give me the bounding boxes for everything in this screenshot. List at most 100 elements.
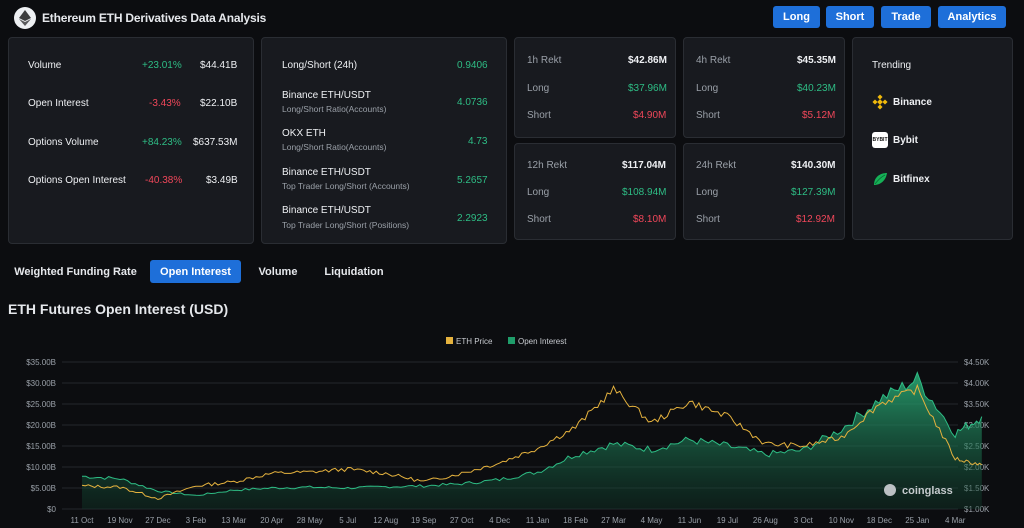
page-title: Ethereum ETH Derivatives Data Analysis bbox=[42, 11, 267, 25]
rekt-long-value: $108.94M bbox=[622, 187, 667, 198]
rekt-4h-panel: 4h Rekt $45.35M Long $40.23M Short $5.12… bbox=[683, 37, 845, 138]
ratio-subtitle: Top Trader Long/Short (Accounts) bbox=[282, 181, 410, 191]
legend-label: ETH Price bbox=[456, 337, 493, 346]
bitfinex-icon[interactable] bbox=[872, 171, 888, 187]
rekt-label: 12h Rekt bbox=[527, 160, 568, 171]
trade-button[interactable]: Trade bbox=[881, 6, 931, 28]
x-tick-label: 26 Aug bbox=[753, 516, 778, 525]
rekt-short-value: $12.92M bbox=[796, 214, 835, 225]
y-right-tick-label: $3.50K bbox=[964, 400, 990, 409]
open-interest-area bbox=[82, 372, 982, 509]
ratio-title: Binance ETH/USDT bbox=[282, 205, 371, 216]
rekt-short-label: Short bbox=[696, 214, 720, 225]
rekt-12h-panel: 12h Rekt $117.04M Long $108.94M Short $8… bbox=[514, 143, 676, 240]
ratio-subtitle: Long/Short Ratio(Accounts) bbox=[282, 142, 387, 152]
x-tick-label: 19 Jul bbox=[717, 516, 739, 525]
tab-open-interest[interactable]: Open Interest bbox=[150, 260, 241, 283]
rekt-total: $117.04M bbox=[622, 160, 666, 171]
ratio-value: 2.2923 bbox=[457, 213, 488, 224]
rekt-short-label: Short bbox=[696, 110, 720, 121]
rekt-short-label: Short bbox=[527, 214, 551, 225]
x-tick-label: 20 Apr bbox=[260, 516, 283, 525]
ratio-value: 4.0736 bbox=[457, 97, 488, 108]
rekt-short-label: Short bbox=[527, 110, 551, 121]
overview-change: +23.01% bbox=[142, 60, 182, 71]
rekt-long-value: $40.23M bbox=[797, 83, 836, 94]
section-title: ETH Futures Open Interest (USD) bbox=[8, 301, 229, 317]
coinglass-watermark: coinglass bbox=[902, 485, 953, 497]
x-tick-label: 4 Dec bbox=[489, 516, 510, 525]
rekt-long-label: Long bbox=[527, 187, 550, 198]
overview-value: $3.49B bbox=[206, 175, 238, 186]
trending-bybit-link[interactable]: Bybit bbox=[893, 135, 918, 146]
rekt-long-value: $127.39M bbox=[791, 187, 836, 198]
open-interest-line bbox=[82, 371, 983, 496]
y-left-tick-label: $25.00B bbox=[26, 400, 56, 409]
trending-binance-link[interactable]: Binance bbox=[893, 97, 932, 108]
ratio-subtitle: Long/Short Ratio(Accounts) bbox=[282, 104, 387, 114]
trending-panel: Trending Binance BYBIT Bybit Bitfinex bbox=[852, 37, 1013, 240]
ratio-value: 4.73 bbox=[468, 136, 488, 147]
x-tick-label: 13 Mar bbox=[221, 516, 246, 525]
rekt-short-value: $5.12M bbox=[802, 110, 836, 121]
x-tick-label: 25 Jan bbox=[905, 516, 929, 525]
x-tick-label: 11 Jan bbox=[526, 516, 549, 525]
x-tick-label: 11 Oct bbox=[71, 516, 95, 525]
y-left-tick-label: $20.00B bbox=[26, 421, 56, 430]
rekt-label: 1h Rekt bbox=[527, 55, 562, 66]
overview-value: $22.10B bbox=[200, 98, 238, 109]
tab-liquidation[interactable]: Liquidation bbox=[324, 265, 384, 278]
tab-volume[interactable]: Volume bbox=[258, 265, 298, 278]
ratio-subtitle: Top Trader Long/Short (Positions) bbox=[282, 220, 410, 230]
legend-label: Open Interest bbox=[518, 337, 567, 346]
coinglass-logo-icon bbox=[884, 484, 896, 496]
rekt-long-label: Long bbox=[696, 187, 719, 198]
y-right-tick-label: $4.00K bbox=[964, 379, 990, 388]
binance-icon[interactable] bbox=[872, 94, 888, 110]
rekt-total: $42.86M bbox=[628, 55, 667, 66]
y-right-tick-label: $4.50K bbox=[964, 358, 990, 367]
y-right-tick-label: $1.00K bbox=[964, 505, 990, 514]
x-tick-label: 11 Jun bbox=[678, 516, 701, 525]
x-tick-label: 4 Mar bbox=[945, 516, 966, 525]
y-left-tick-label: $35.00B bbox=[26, 358, 56, 367]
tab-weighted-funding-rate[interactable]: Weighted Funding Rate bbox=[14, 265, 137, 278]
x-tick-label: 19 Sep bbox=[411, 516, 437, 525]
rekt-24h-panel: 24h Rekt $140.30M Long $127.39M Short $1… bbox=[683, 143, 845, 240]
x-tick-label: 27 Oct bbox=[450, 516, 474, 525]
eth-price-line bbox=[81, 383, 983, 501]
long-button[interactable]: Long bbox=[773, 6, 820, 28]
rekt-long-label: Long bbox=[527, 83, 550, 94]
long-short-panel: Long/Short (24h) 0.9406 Binance ETH/USDT… bbox=[261, 37, 507, 244]
overview-label: Open Interest bbox=[28, 98, 89, 109]
overview-label: Volume bbox=[28, 60, 62, 71]
open-interest-chart: ETH Price Open Interest $0 $5.00B $10.00B $15… bbox=[26, 337, 990, 525]
x-tick-label: 19 Nov bbox=[107, 516, 132, 525]
x-tick-label: 18 Dec bbox=[867, 516, 892, 525]
short-button[interactable]: Short bbox=[826, 6, 874, 28]
legend-swatch bbox=[446, 337, 453, 344]
x-tick-label: 27 Dec bbox=[145, 516, 170, 525]
ratio-title: OKX ETH bbox=[282, 128, 326, 139]
y-left-tick-label: $15.00B bbox=[26, 442, 56, 451]
ethereum-logo-icon bbox=[14, 7, 36, 29]
y-left-tick-label: $30.00B bbox=[26, 379, 56, 388]
x-tick-label: 18 Feb bbox=[563, 516, 588, 525]
rekt-short-value: $8.10M bbox=[633, 214, 667, 225]
bybit-icon[interactable]: BYBIT bbox=[872, 132, 888, 148]
overview-change: -40.38% bbox=[145, 175, 183, 186]
overview-label: Options Volume bbox=[28, 137, 99, 148]
x-tick-label: 12 Aug bbox=[373, 516, 398, 525]
x-tick-label: 10 Nov bbox=[829, 516, 854, 525]
ratio-title: Binance ETH/USDT bbox=[282, 90, 371, 101]
rekt-long-value: $37.96M bbox=[628, 83, 667, 94]
overview-panel: Volume +23.01% $44.41B Open Interest -3.… bbox=[8, 37, 254, 244]
trending-bitfinex-link[interactable]: Bitfinex bbox=[893, 174, 930, 185]
analytics-button[interactable]: Analytics bbox=[938, 6, 1006, 28]
rekt-total: $45.35M bbox=[797, 55, 836, 66]
overview-change: +84.23% bbox=[142, 137, 182, 148]
rekt-long-label: Long bbox=[696, 83, 719, 94]
x-tick-label: 27 Mar bbox=[601, 516, 626, 525]
y-left-tick-label: $0 bbox=[47, 505, 56, 514]
trending-title: Trending bbox=[872, 60, 912, 71]
